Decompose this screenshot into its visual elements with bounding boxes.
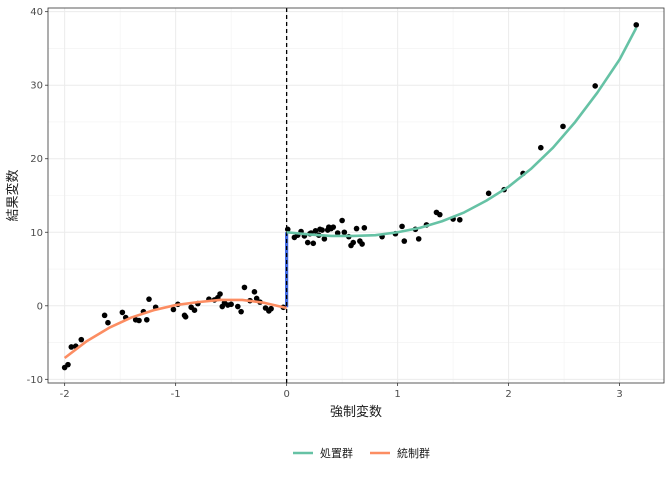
data-point [65, 361, 71, 368]
data-point [319, 227, 325, 233]
y-tick-label: -10 [27, 375, 43, 386]
minor-gridlines [48, 8, 664, 383]
data-point [191, 307, 198, 314]
fitted-curves [63, 27, 638, 360]
data-point [251, 289, 258, 295]
data-point [350, 239, 357, 246]
data-point [399, 223, 405, 230]
data-point [436, 211, 443, 218]
legend-label: 処置群 [320, 446, 353, 460]
y-tick-label: 30 [30, 81, 43, 92]
data-point [238, 308, 244, 315]
data-point [321, 236, 328, 242]
data-point [268, 305, 274, 312]
data-point [234, 303, 241, 310]
data-point [401, 238, 408, 244]
series-line [63, 298, 287, 360]
data-point [68, 344, 75, 350]
data-point [182, 314, 189, 320]
data-point [361, 225, 368, 231]
data-point [136, 317, 142, 324]
y-tick-label: 40 [30, 7, 43, 18]
y-tick-label: 10 [30, 228, 43, 239]
x-tick-label: -2 [60, 389, 70, 400]
data-point [78, 336, 85, 343]
data-point [101, 312, 108, 319]
data-point [339, 217, 345, 224]
data-point [310, 240, 317, 247]
data-point [146, 296, 152, 302]
major-gridlines [48, 8, 664, 383]
x-tick-label: -1 [171, 389, 181, 400]
x-tick-label: 1 [394, 389, 400, 400]
data-point [119, 309, 126, 316]
x-axis-ticks: -2 -1 0 1 2 3 [60, 383, 623, 400]
y-tick-label: 20 [30, 154, 43, 165]
data-point [143, 316, 150, 323]
data-point [334, 230, 341, 236]
data-point [456, 216, 463, 223]
data-point [105, 319, 111, 326]
data-point [228, 301, 234, 308]
data-point [359, 241, 365, 247]
x-tick-label: 2 [505, 389, 511, 400]
panel-border [47, 7, 665, 384]
data-point [304, 239, 311, 246]
data-point [415, 236, 422, 242]
data-point [217, 291, 223, 297]
data-point [312, 227, 319, 234]
data-point [560, 123, 566, 130]
legend: 処置群 統制群 [293, 446, 430, 460]
y-tick-label: 0 [37, 301, 43, 312]
data-point [353, 225, 360, 232]
y-axis-ticks: -10 0 10 20 30 40 [27, 7, 48, 386]
data-point [633, 22, 640, 28]
data-point [170, 306, 177, 313]
data-point [241, 284, 248, 291]
data-point [592, 83, 598, 89]
legend-label: 統制群 [397, 446, 430, 460]
x-tick-label: 0 [283, 389, 289, 400]
data-point [253, 295, 260, 302]
data-point [330, 224, 337, 230]
x-tick-label: 3 [616, 389, 622, 400]
data-point [284, 226, 291, 233]
data-point [341, 229, 348, 236]
series-line [286, 27, 638, 238]
y-axis-title: 結果変数 [5, 169, 21, 221]
data-point [538, 144, 544, 151]
x-axis-title: 強制変数 [330, 404, 382, 420]
data-point [485, 190, 492, 197]
